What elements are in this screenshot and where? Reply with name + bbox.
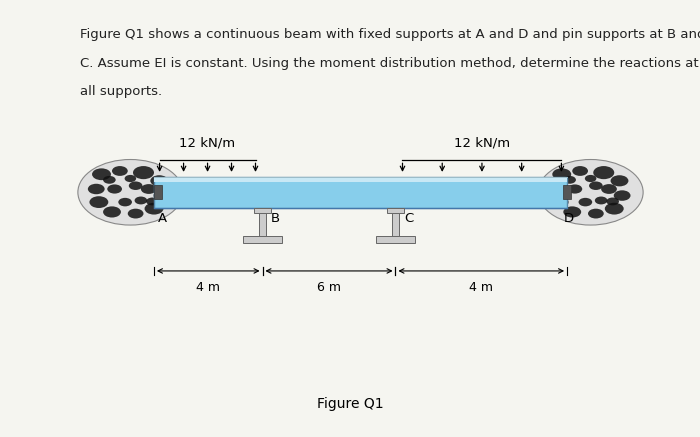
Bar	[244, 236, 281, 243]
Circle shape	[134, 197, 147, 205]
Circle shape	[141, 184, 157, 194]
Circle shape	[129, 181, 143, 190]
Circle shape	[601, 184, 617, 194]
Circle shape	[564, 176, 576, 184]
Circle shape	[568, 184, 582, 194]
Circle shape	[548, 184, 565, 194]
Circle shape	[88, 184, 105, 194]
Circle shape	[606, 198, 619, 205]
Bar	[154, 185, 162, 199]
Circle shape	[90, 196, 108, 208]
Circle shape	[118, 198, 132, 206]
Text: D: D	[564, 212, 573, 225]
Circle shape	[610, 175, 629, 186]
Circle shape	[552, 168, 571, 180]
Text: 12 kN/m: 12 kN/m	[179, 136, 236, 149]
Circle shape	[578, 198, 592, 206]
Circle shape	[103, 176, 116, 184]
Text: 6 m: 6 m	[317, 281, 341, 294]
Text: Figure Q1: Figure Q1	[316, 397, 384, 411]
Circle shape	[589, 181, 603, 190]
Circle shape	[112, 166, 128, 176]
Circle shape	[564, 206, 581, 218]
Circle shape	[573, 166, 588, 176]
Circle shape	[594, 166, 615, 179]
Circle shape	[585, 175, 596, 182]
Circle shape	[146, 198, 159, 205]
Text: Figure Q1 shows a continuous beam with fixed supports at A and D and pin support: Figure Q1 shows a continuous beam with f…	[80, 28, 700, 42]
Bar	[392, 213, 399, 236]
Text: 4 m: 4 m	[196, 281, 220, 294]
Bar	[154, 177, 567, 183]
Circle shape	[150, 175, 168, 186]
Text: all supports.: all supports.	[80, 85, 162, 98]
Text: C: C	[404, 212, 413, 225]
Circle shape	[92, 168, 111, 180]
Text: 12 kN/m: 12 kN/m	[454, 136, 510, 149]
Bar	[563, 185, 571, 199]
Circle shape	[153, 190, 170, 201]
Circle shape	[550, 196, 568, 208]
Bar	[154, 177, 567, 208]
Circle shape	[127, 208, 144, 218]
Bar	[377, 236, 414, 243]
Circle shape	[78, 160, 183, 225]
Circle shape	[595, 197, 608, 205]
Circle shape	[538, 160, 643, 225]
Bar	[260, 213, 266, 236]
Text: C. Assume EI is constant. Using the moment distribution method, determine the re: C. Assume EI is constant. Using the mome…	[80, 57, 699, 70]
Circle shape	[125, 175, 136, 182]
Circle shape	[107, 184, 122, 194]
Text: B: B	[271, 212, 280, 225]
Circle shape	[614, 190, 631, 201]
Text: 4 m: 4 m	[469, 281, 493, 294]
Circle shape	[145, 203, 163, 215]
Text: A: A	[158, 212, 167, 225]
Circle shape	[133, 166, 154, 179]
Bar	[253, 208, 272, 213]
Circle shape	[103, 206, 121, 218]
Circle shape	[605, 203, 624, 215]
Bar	[386, 208, 405, 213]
Circle shape	[588, 208, 603, 218]
